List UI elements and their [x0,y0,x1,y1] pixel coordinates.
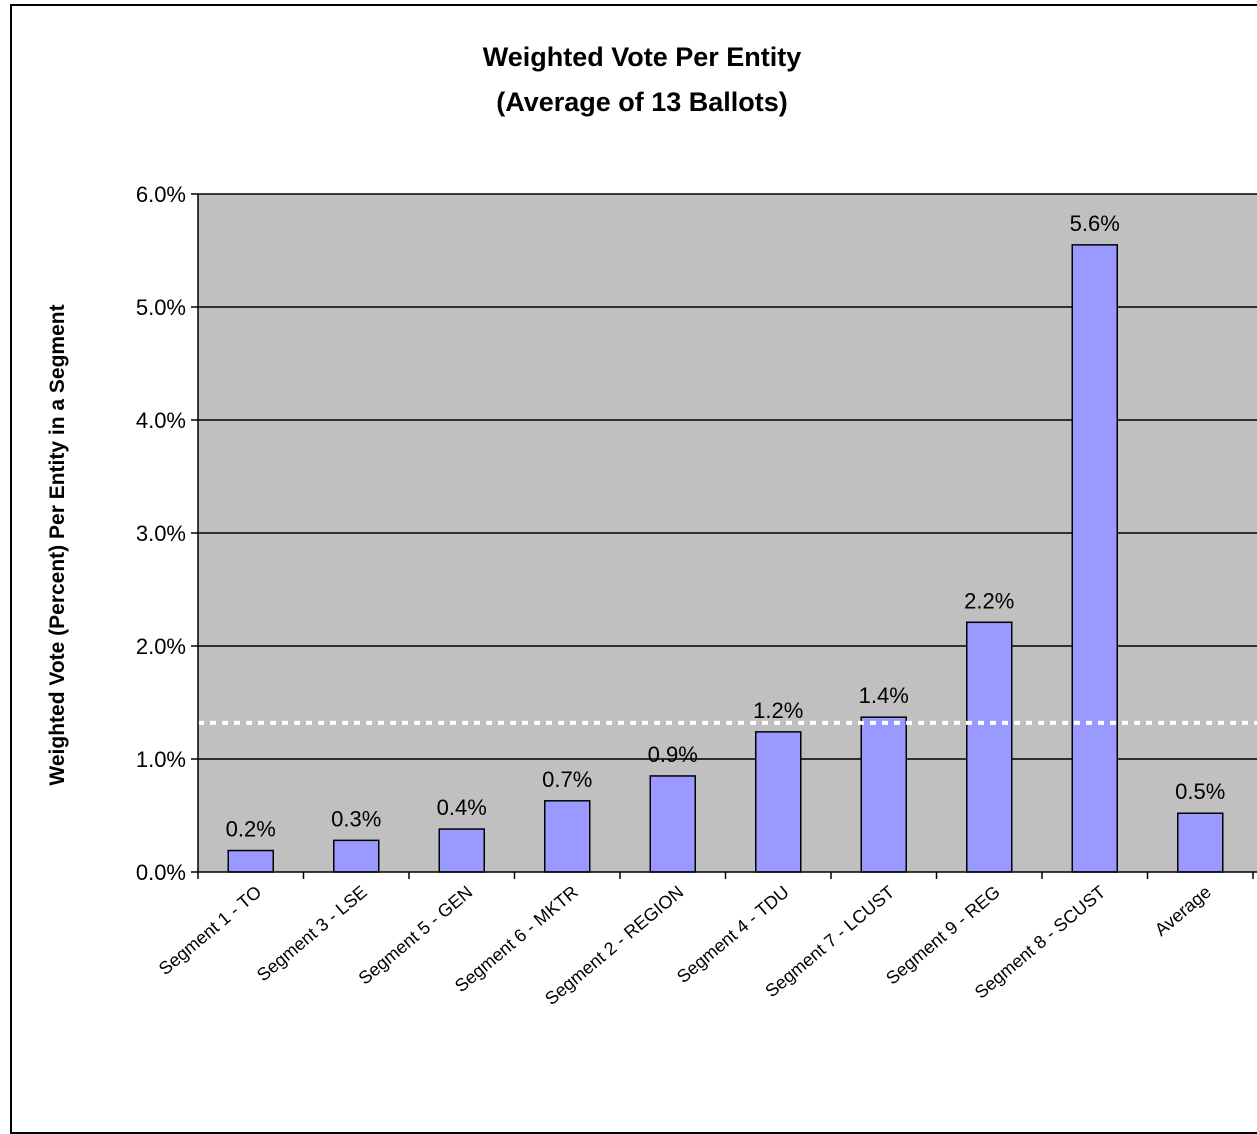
bar-1 [333,839,380,873]
y-tick-label-1: 1.0% [136,747,186,772]
data-labels: 0.2% 0.3% 0.4% 0.7% 0.9% 1.2% 1.4% 2.2% 5.6% 0.5% [226,211,1226,842]
bars [227,244,1224,873]
bar-7 [966,621,1013,873]
y-tick-label-4: 4.0% [136,408,186,433]
data-label-3: 0.7% [542,767,592,792]
x-tick-label-9: Average [1151,882,1215,940]
y-tick-label-2: 2.0% [136,634,186,659]
data-label-1: 0.3% [331,806,381,831]
bar-4 [649,775,696,873]
bar-9 [1177,812,1224,873]
y-axis-label: Weighted Vote (Percent) Per Entity in a … [46,304,69,785]
bar-0 [227,849,274,873]
x-tick-label-1: Segment 3 - LSE [253,882,371,985]
data-label-8: 5.6% [1070,211,1120,236]
data-label-4: 0.9% [648,742,698,767]
y-tick-label-0: 0.0% [136,860,186,885]
bar-3 [544,800,591,873]
chart-title: Weighted Vote Per Entity [483,42,802,72]
data-label-0: 0.2% [226,817,276,842]
chart-subtitle: (Average of 13 Ballots) [496,87,788,117]
data-label-9: 0.5% [1175,779,1225,804]
x-tick-label-0: Segment 1 - TO [155,882,265,979]
bar-8 [1071,244,1118,873]
axes [191,193,1257,879]
bar-2 [438,828,485,873]
data-label-7: 2.2% [964,588,1014,613]
y-tick-label-6: 6.0% [136,182,186,207]
bar-5 [755,731,802,873]
y-tick-labels: 0.0% 1.0% 2.0% 3.0% 4.0% 5.0% 6.0% [136,182,186,885]
y-tick-label-3: 3.0% [136,521,186,546]
bar-6 [860,716,907,873]
x-tick-label-7: Segment 9 - REG [882,882,1004,989]
x-tick-label-5: Segment 4 - TDU [673,882,793,987]
data-label-6: 1.4% [859,683,909,708]
data-label-5: 1.2% [753,698,803,723]
y-tick-label-5: 5.0% [136,295,186,320]
data-label-2: 0.4% [437,795,487,820]
x-tick-label-2: Segment 5 - GEN [355,882,477,989]
